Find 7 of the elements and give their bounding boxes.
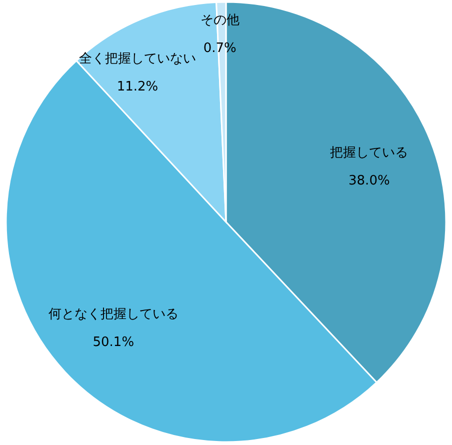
data-label: 11.2% [116,80,158,95]
data-label: 0.7% [203,40,236,56]
slice-label: 全く把握していない [79,52,196,67]
data-label: 38.0% [348,173,390,188]
slice-label: 把握している [330,145,408,160]
data-label: 50.1% [92,335,134,350]
slice-label: 何となく把握している [48,307,178,322]
